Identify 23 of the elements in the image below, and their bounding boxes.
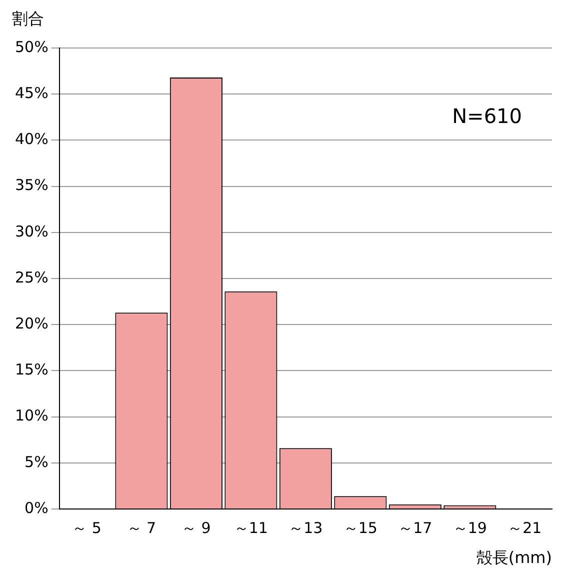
x-tick-label: ～13 xyxy=(288,518,323,537)
x-tick-label: ～15 xyxy=(343,518,378,537)
y-tick-label: 35% xyxy=(14,176,48,194)
y-tick-label: 0% xyxy=(24,498,48,517)
x-axis-title: 殻長(mm) xyxy=(476,548,552,568)
x-tick-label: ～11 xyxy=(234,518,268,537)
x-tick-label: ～ 7 xyxy=(126,518,156,537)
y-tick-label: 5% xyxy=(24,452,48,471)
y-tick-label: 40% xyxy=(14,130,48,148)
y-axis-title: 割合 xyxy=(12,9,44,28)
x-tick-label: ～ 9 xyxy=(182,518,211,537)
x-tick-label: ～ 5 xyxy=(72,518,102,537)
y-tick-label: 30% xyxy=(14,222,48,240)
y-tick-label: 50% xyxy=(14,38,48,56)
x-tick-label: ～17 xyxy=(398,518,432,537)
y-tick-label: 25% xyxy=(14,268,48,286)
x-tick-label: ～21 xyxy=(508,518,542,537)
y-tick-label: 20% xyxy=(14,314,48,332)
y-tick-label: 10% xyxy=(14,406,48,425)
annotation: N=610 xyxy=(452,104,522,128)
x-tick-label: ～19 xyxy=(452,518,487,537)
y-tick-label: 45% xyxy=(14,84,48,102)
y-tick-label: 15% xyxy=(14,360,48,379)
